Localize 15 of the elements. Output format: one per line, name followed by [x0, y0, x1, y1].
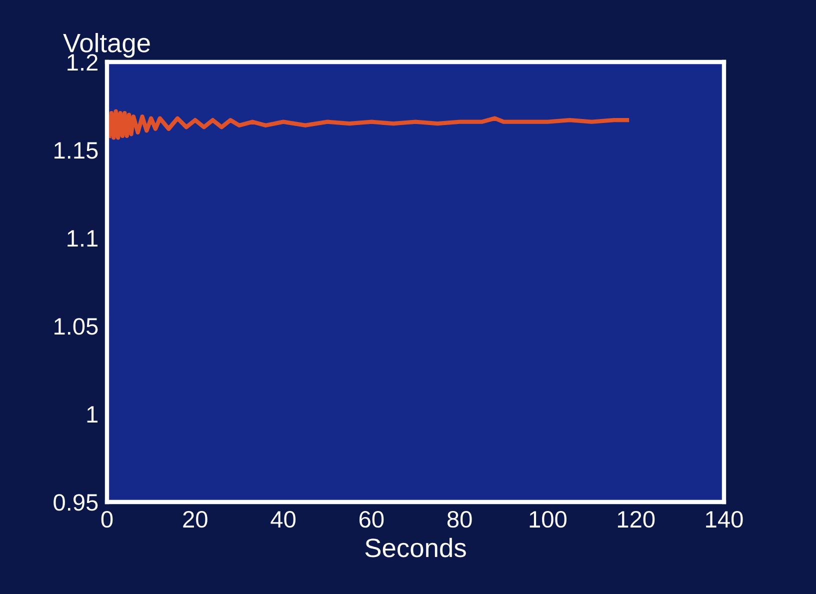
- y-tick-label: 0.95: [54, 494, 98, 511]
- x-tick-label: 140: [706, 510, 743, 528]
- y-tick-label: 1.15: [54, 142, 98, 159]
- line-series: [107, 109, 630, 140]
- x-tick-label: 20: [183, 510, 208, 528]
- x-tick-label: 60: [360, 510, 384, 528]
- x-tick-label: 120: [618, 510, 655, 528]
- x-tick-label: 100: [530, 510, 566, 528]
- x-tick-label: 0: [101, 510, 113, 528]
- x-tick-label: 40: [270, 510, 296, 528]
- y-tick-label: 1.05: [54, 318, 98, 335]
- x-axis-title: Seconds: [365, 538, 466, 558]
- x-tick-label: 80: [447, 510, 472, 528]
- y-tick-label: 1.1: [68, 230, 98, 247]
- y-tick-label: 1: [87, 406, 98, 423]
